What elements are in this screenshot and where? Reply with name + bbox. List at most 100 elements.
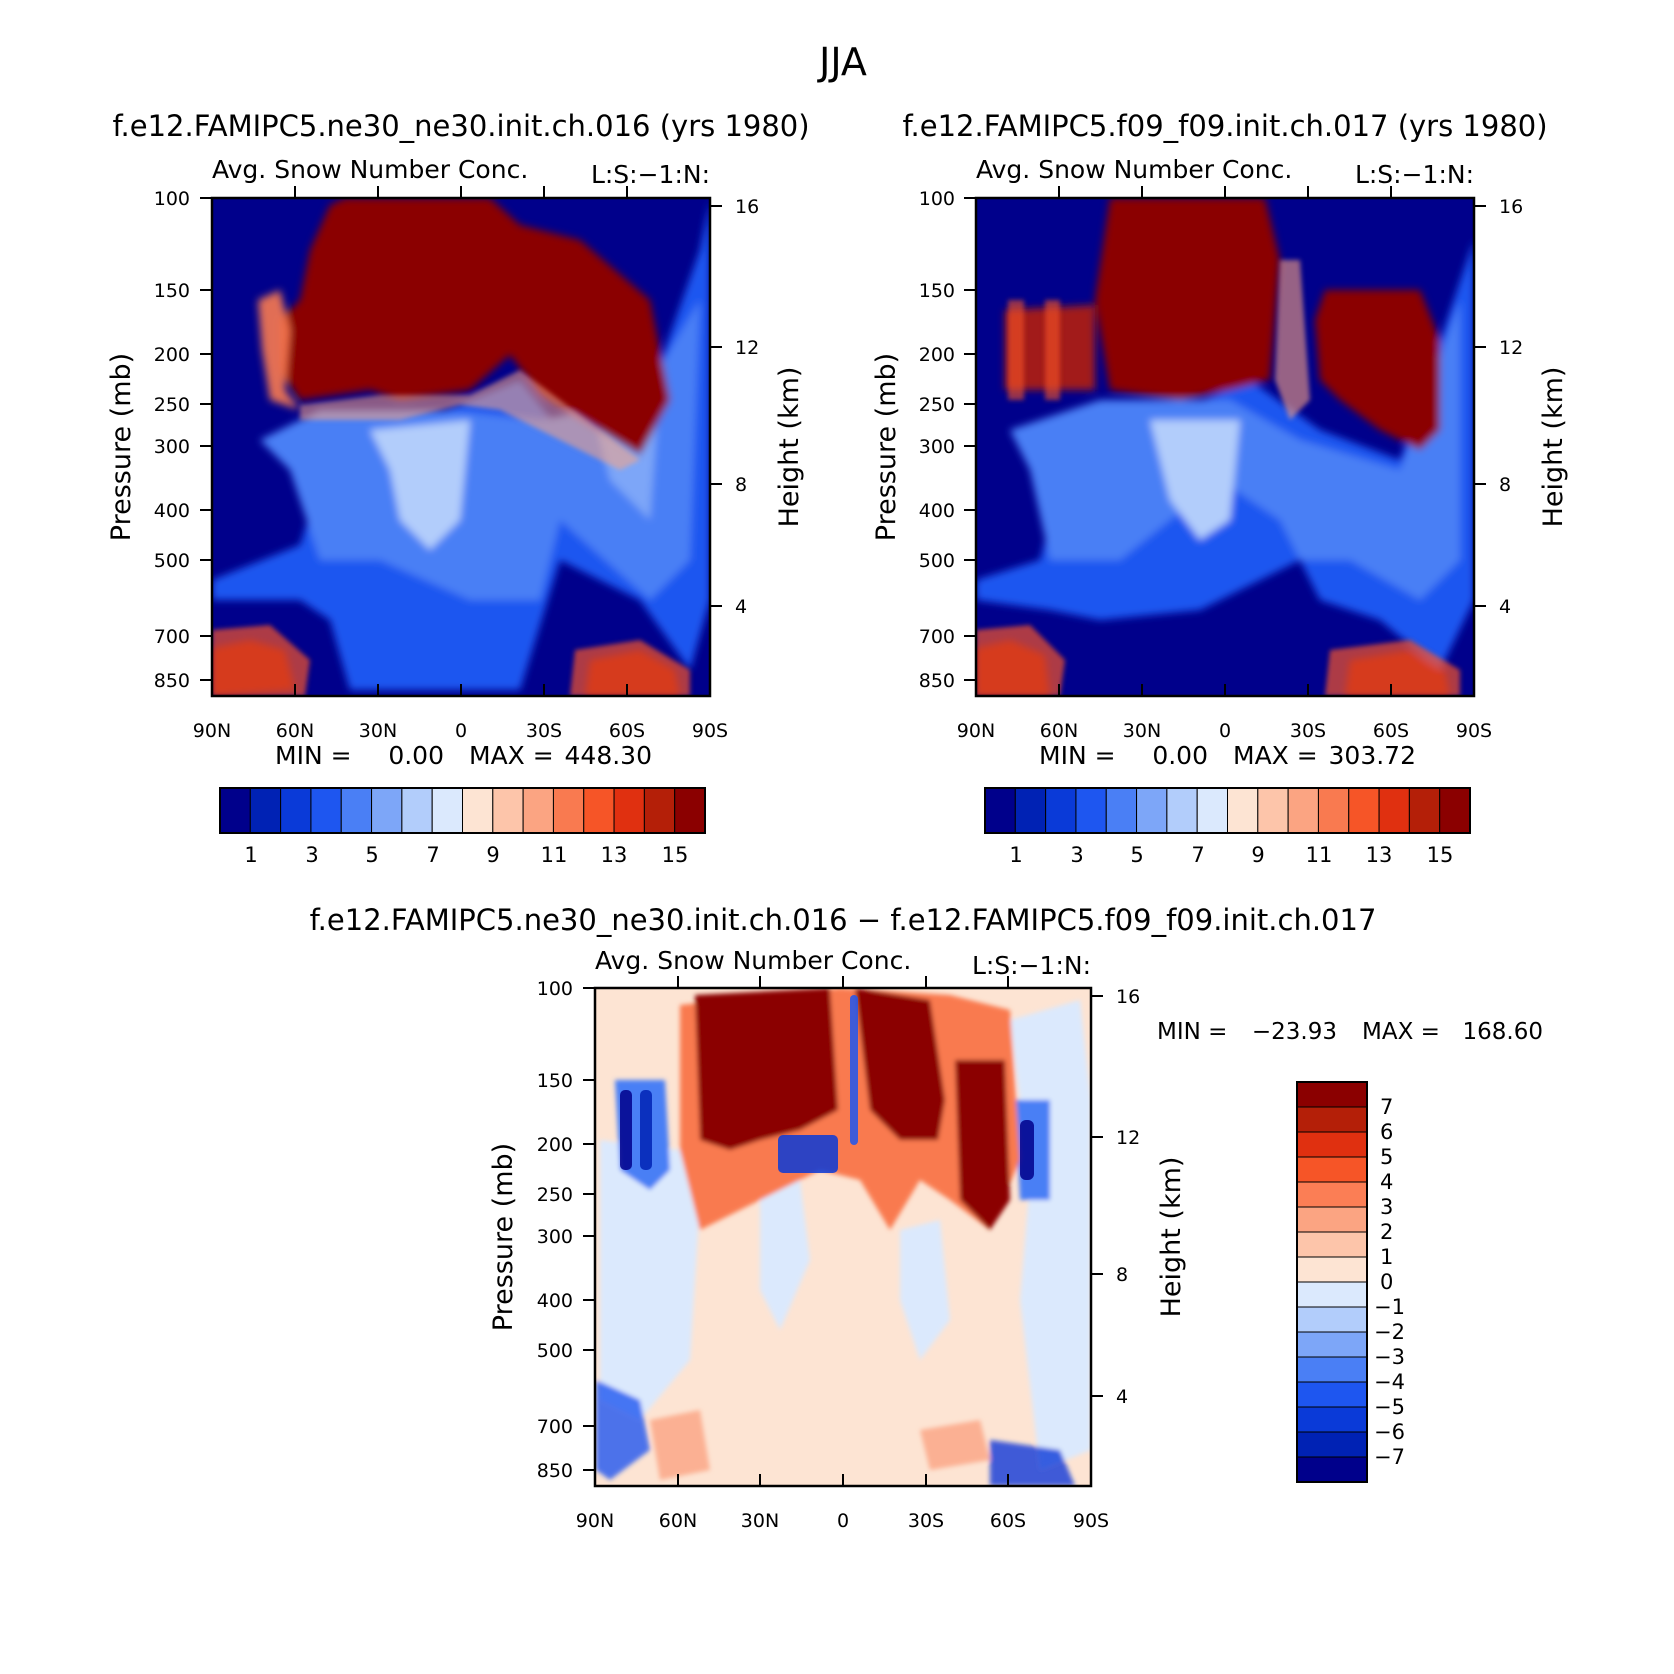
colorbar-label: 1 bbox=[244, 843, 257, 867]
x-tick-label: 60N bbox=[659, 1510, 697, 1532]
contour-red-upper-right bbox=[1315, 290, 1440, 450]
panel-title: f.e12.FAMIPC5.ne30_ne30.init.ch.016 (yrs… bbox=[112, 109, 809, 143]
min-value: 0.00 bbox=[388, 741, 444, 770]
colorbar-swatch bbox=[1296, 1131, 1368, 1158]
colorbar-swatch bbox=[280, 787, 312, 834]
colorbar-swatch bbox=[1348, 787, 1380, 834]
panel-corner-label: L:S:−1:N: bbox=[972, 951, 1091, 980]
colorbar-swatch bbox=[1296, 1431, 1368, 1458]
colorbar-label: 2 bbox=[1380, 1220, 1393, 1244]
y-tick-label: 250 bbox=[537, 1184, 573, 1206]
panel-corner-label: L:S:−1:N: bbox=[591, 160, 710, 189]
min-label: MIN = bbox=[275, 741, 352, 770]
colorbar-frame bbox=[219, 787, 706, 834]
y-tick-label: 150 bbox=[154, 280, 190, 302]
y-tick-label: 850 bbox=[154, 670, 190, 692]
panel-top-right: f.e12.FAMIPC5.f09_f09.init.ch.017 (yrs 1… bbox=[871, 109, 1569, 867]
y-tick-label: 100 bbox=[154, 188, 190, 210]
x-tick-label: 30S bbox=[526, 720, 562, 742]
contour-neg-lower-left bbox=[596, 1380, 650, 1480]
x-tick-label: 90N bbox=[193, 720, 231, 742]
colorbar-swatch bbox=[1105, 787, 1138, 834]
y-tick-label: 250 bbox=[919, 394, 955, 416]
colorbar-swatch bbox=[1227, 787, 1259, 834]
colorbar-swatch bbox=[1296, 1331, 1368, 1358]
colorbar-label: 15 bbox=[662, 843, 689, 867]
x-axis: 90N 60N 30N 0 30S 60S 90S bbox=[576, 976, 1109, 1532]
colorbar-label: −3 bbox=[1374, 1345, 1405, 1369]
colorbar-label: 7 bbox=[426, 843, 439, 867]
x-axis: 90N 60N 30N 0 30S 60S 90S bbox=[957, 186, 1492, 742]
y-axis: 100 150 200 250 300 400 500 700 850 Pres… bbox=[106, 188, 212, 692]
x-tick-label: 0 bbox=[1219, 720, 1231, 742]
colorbar-swatch bbox=[1296, 1206, 1368, 1233]
max-label: MAX = bbox=[1233, 741, 1318, 770]
contour-pale-blue bbox=[1150, 420, 1240, 540]
field-edges bbox=[976, 260, 1460, 696]
panel-title: f.e12.FAMIPC5.ne30_ne30.init.ch.016 − f.… bbox=[310, 903, 1377, 937]
colorbar-swatches bbox=[984, 787, 1471, 834]
colorbar-swatch bbox=[431, 787, 463, 834]
min-value: 0.00 bbox=[1152, 741, 1208, 770]
colorbar-swatch bbox=[462, 787, 494, 834]
colorbar-label: −4 bbox=[1374, 1370, 1405, 1394]
colorbar-swatch bbox=[1296, 1181, 1368, 1208]
y2-axis: 16 12 8 4 Height (km) bbox=[1474, 196, 1569, 618]
colorbar-label: −5 bbox=[1374, 1395, 1405, 1419]
y2-tick-label: 16 bbox=[1116, 986, 1140, 1008]
contour-band-stripes bbox=[1008, 300, 1024, 400]
y-axis-label: Pressure (mb) bbox=[871, 353, 902, 541]
y2-tick-label: 16 bbox=[1499, 196, 1523, 218]
y-axis-label: Pressure (mb) bbox=[488, 1143, 519, 1331]
contour-pale-blue bbox=[370, 420, 470, 550]
colorbar: 1 3 5 7 9 11 13 15 bbox=[984, 787, 1471, 867]
y-tick-label: 700 bbox=[154, 626, 190, 648]
y2-tick-label: 12 bbox=[1499, 337, 1523, 359]
contour-band-stripes-2 bbox=[1045, 300, 1060, 400]
colorbar-swatch bbox=[1296, 1406, 1368, 1433]
contour-pos-lower-left bbox=[650, 1410, 710, 1480]
max-value: 168.60 bbox=[1463, 1019, 1543, 1045]
y-tick-label: 850 bbox=[537, 1460, 573, 1482]
x-tick-label: 30N bbox=[741, 1510, 779, 1532]
x-tick-label: 60N bbox=[276, 720, 314, 742]
y2-tick-label: 8 bbox=[1116, 1264, 1128, 1286]
field-edges bbox=[212, 370, 690, 696]
x-tick-label: 0 bbox=[455, 720, 467, 742]
contour-neg-light-mid-2 bbox=[900, 1220, 950, 1360]
colorbar-swatch bbox=[1296, 1356, 1368, 1383]
neg-stripe bbox=[850, 995, 858, 1145]
contour-pos-red-right bbox=[855, 988, 945, 1140]
contour-lower-orange-left bbox=[976, 625, 1065, 696]
x-tick-label: 30N bbox=[359, 720, 397, 742]
colorbar-swatch bbox=[643, 787, 676, 834]
y-tick-label: 300 bbox=[537, 1226, 573, 1248]
y2-tick-label: 4 bbox=[735, 596, 747, 618]
panel-subtitle: Avg. Snow Number Conc. bbox=[595, 946, 911, 975]
heatmap-field bbox=[212, 198, 710, 696]
colorbar-label: 3 bbox=[305, 843, 318, 867]
min-label: MIN = bbox=[1039, 741, 1116, 770]
y-axis-label: Pressure (mb) bbox=[106, 353, 137, 541]
colorbar-label: −1 bbox=[1374, 1295, 1405, 1319]
y-tick-label: 200 bbox=[154, 344, 190, 366]
colorbar-swatch bbox=[1296, 1306, 1368, 1333]
panel-title: f.e12.FAMIPC5.f09_f09.init.ch.017 (yrs 1… bbox=[902, 109, 1547, 143]
colorbar-swatch bbox=[1136, 787, 1168, 834]
contour-pos-red-far-right bbox=[955, 1060, 1010, 1230]
y2-axis-label: Height (km) bbox=[1156, 1157, 1187, 1318]
colorbar-label: 5 bbox=[365, 843, 378, 867]
colorbar-label: 4 bbox=[1380, 1170, 1393, 1194]
contour-orange-rim bbox=[258, 290, 300, 410]
contour-lower-orange-right bbox=[1325, 640, 1460, 696]
colorbar-label: 1 bbox=[1380, 1245, 1393, 1269]
contour-neg-light-left bbox=[600, 1140, 700, 1420]
contour-pos-lower-right bbox=[920, 1420, 990, 1470]
x-tick-label: 90N bbox=[957, 720, 995, 742]
x-tick-label: 60N bbox=[1040, 720, 1078, 742]
panel-corner-label: L:S:−1:N: bbox=[1355, 160, 1474, 189]
colorbar-swatch bbox=[1196, 787, 1228, 834]
panel-subtitle: Avg. Snow Number Conc. bbox=[212, 155, 528, 184]
colorbar-swatch bbox=[1317, 787, 1350, 834]
y2-tick-label: 12 bbox=[735, 337, 759, 359]
